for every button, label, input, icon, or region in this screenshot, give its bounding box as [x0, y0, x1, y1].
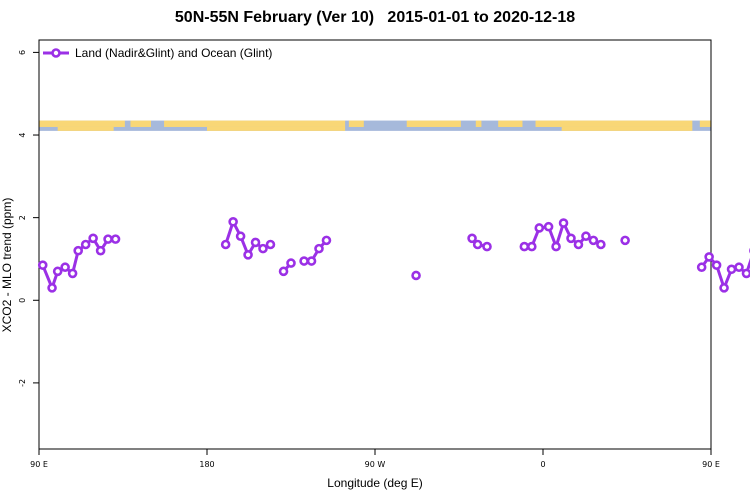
data-point	[299, 256, 309, 266]
data-point	[52, 266, 63, 277]
data-point	[88, 233, 98, 244]
y-tick-label: 6	[18, 50, 27, 55]
data-point	[472, 239, 483, 250]
data-point	[47, 283, 57, 293]
land-segment	[39, 120, 125, 127]
data-point	[321, 235, 332, 246]
data-point	[95, 245, 106, 256]
data-point	[67, 268, 78, 279]
data-point	[278, 266, 289, 277]
land-segment	[699, 120, 711, 127]
data-point	[543, 221, 554, 232]
data-point	[286, 258, 296, 268]
x-tick-label: 90 E	[30, 460, 48, 469]
data-point	[620, 235, 630, 246]
land-segment	[535, 120, 693, 127]
data-point	[581, 231, 591, 242]
legend: Land (Nadir&Glint) and Ocean (Glint)	[43, 46, 272, 60]
data-point	[704, 252, 714, 262]
data-point	[306, 256, 317, 266]
data-point	[243, 250, 253, 260]
data-point	[80, 239, 91, 250]
land-segment	[130, 120, 151, 127]
y-tick-label: -2	[18, 379, 27, 387]
data-point	[37, 260, 48, 270]
data-point	[566, 233, 576, 244]
data-point	[411, 270, 421, 281]
land-segment	[207, 120, 346, 127]
land-ocean-band	[39, 120, 711, 131]
x-tick-label: 90 E	[702, 460, 720, 469]
x-tick-label: 90 W	[365, 460, 386, 469]
data-point	[711, 260, 722, 270]
data-point	[588, 235, 599, 246]
data-point	[60, 262, 70, 273]
legend-marker	[51, 48, 61, 58]
land-segment	[561, 126, 693, 131]
y-tick-label: 4	[18, 132, 27, 137]
data-point	[73, 245, 83, 256]
land-segment	[57, 126, 114, 131]
data-point	[228, 216, 238, 227]
data-point	[258, 243, 268, 254]
x-tick-label: 180	[199, 460, 214, 469]
axes: 90 E 180 90 W 0 90 E -2 0 2 4 6	[18, 39, 720, 469]
series-line	[700, 255, 750, 290]
land-segment	[207, 126, 346, 131]
data-point	[265, 239, 276, 250]
data-point	[519, 241, 530, 252]
land-segment	[348, 120, 364, 127]
x-tick-label: 0	[540, 460, 545, 469]
series-layer	[37, 216, 750, 293]
data-point	[526, 241, 537, 252]
data-point	[534, 223, 545, 233]
x-axis-label: Longitude (deg E)	[327, 476, 423, 490]
data-point	[573, 239, 584, 250]
data-point	[741, 268, 750, 279]
series-line	[41, 236, 116, 290]
data-point	[220, 239, 231, 250]
plot-frame	[38, 39, 712, 450]
data-point	[103, 234, 113, 244]
land-segment	[498, 120, 523, 127]
land-segment	[164, 120, 207, 127]
data-point	[719, 283, 729, 293]
y-axis-label: XCO2 - MLO trend (ppm)	[0, 197, 14, 333]
chart-title: 50N-55N February (Ver 10) 2015-01-01 to …	[174, 9, 576, 26]
land-segment	[406, 120, 461, 127]
data-point	[558, 218, 569, 228]
y-tick-label: 2	[18, 215, 27, 220]
legend-label: Land (Nadir&Glint) and Ocean (Glint)	[75, 46, 272, 60]
data-point	[482, 241, 492, 252]
y-tick-label: 0	[18, 298, 27, 303]
ocean-strip	[39, 120, 711, 131]
data-point	[250, 237, 261, 248]
data-point	[235, 231, 246, 242]
data-point	[551, 241, 561, 252]
data-point	[596, 239, 606, 250]
data-point	[110, 234, 121, 244]
data-point	[734, 262, 744, 273]
data-point	[314, 243, 324, 254]
land-segment	[475, 120, 482, 127]
data-point	[696, 262, 707, 273]
data-point	[726, 264, 737, 275]
data-point	[467, 233, 477, 244]
